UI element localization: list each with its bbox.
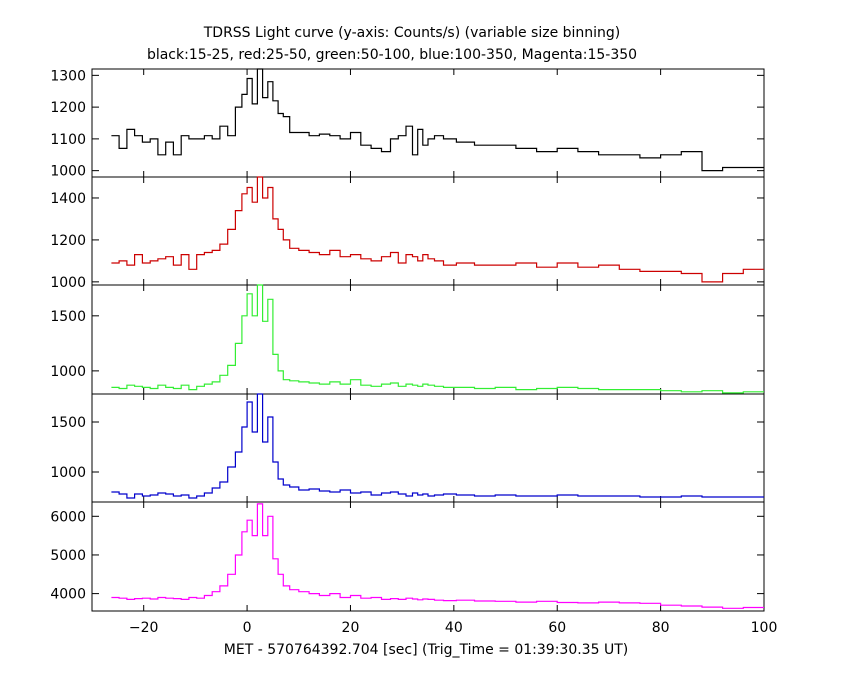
y-tick-label: 1000: [50, 364, 86, 380]
x-tick-label: 100: [751, 620, 778, 636]
y-tick-label: 1000: [50, 465, 86, 481]
x-tick-label: 40: [445, 620, 463, 636]
series-line-50-100: [111, 284, 764, 394]
y-tick-label: 1200: [50, 233, 86, 249]
panel-group: 1000110012001300100012001400100015001000…: [50, 68, 777, 636]
y-tick-label: 1200: [50, 100, 86, 116]
x-tick-label: −20: [129, 620, 159, 636]
panel-100-350: 1000 1500: [50, 393, 765, 503]
x-tick-label: 0: [243, 620, 252, 636]
panel-25-50: 1000 1200 1400: [50, 176, 765, 291]
panel-frame: [91, 68, 765, 178]
y-tick-label: 1100: [50, 132, 86, 148]
panel-frame: [91, 393, 765, 503]
series-line-15-350: [111, 503, 764, 609]
series-line-15-25: [111, 68, 764, 172]
x-tick-label: 80: [652, 620, 670, 636]
series-line-100-350: [111, 393, 764, 499]
x-tick-label: 20: [342, 620, 360, 636]
panel-15-350: 4000 5000 6000: [50, 501, 765, 612]
x-axis-label: MET - 570764392.704 [sec] (Trig_Time = 0…: [224, 642, 628, 658]
y-tick-label: 1500: [50, 415, 86, 431]
y-tick-label: 1400: [50, 191, 86, 207]
y-tick-label: 1000: [50, 164, 86, 180]
chart-title: TDRSS Light curve (y-axis: Counts/s) (va…: [203, 25, 621, 41]
chart-subtitle: black:15-25, red:25-50, green:50-100, bl…: [147, 47, 637, 63]
series-line-25-50: [111, 176, 764, 283]
panel-50-100: 1000 1500: [50, 284, 765, 395]
y-tick-label: 1300: [50, 68, 86, 84]
x-tick-label: 60: [548, 620, 566, 636]
y-tick-label: 1500: [50, 309, 86, 325]
y-tick-label: 1000: [50, 275, 86, 291]
y-tick-label: 6000: [50, 509, 86, 525]
panel-frame: [91, 501, 765, 612]
y-tick-label: 4000: [50, 587, 86, 603]
panel-15-25: 1000 1100 1200 1300: [50, 68, 765, 180]
y-tick-label: 5000: [50, 548, 86, 564]
panel-frame: [91, 284, 765, 395]
